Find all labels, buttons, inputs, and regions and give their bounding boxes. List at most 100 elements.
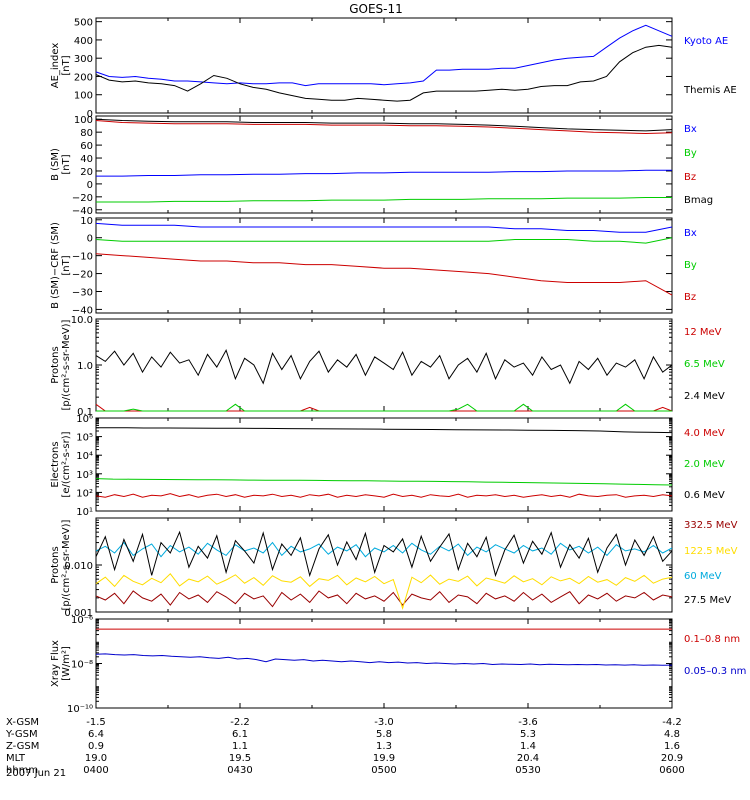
y-tick-label: 0 [87, 109, 93, 120]
legend-label: Kyoto AE [684, 36, 728, 47]
series-line-protons_low-2 [95, 348, 673, 385]
series-line-electrons-2 [96, 427, 673, 434]
panel-ae: 0 100 200 300 400 500 AE_index [nT] Kyoto AE Them… [50, 17, 737, 120]
panel-frame [95, 318, 673, 412]
legend-label: 4.0 MeV [684, 428, 725, 439]
series-line-bdiff-2 [95, 253, 673, 296]
y-tick-label: 10⁵ [76, 433, 93, 444]
legend-label: 2.4 MeV [684, 391, 725, 402]
y-axis-title: AE_index [50, 43, 61, 89]
x-tick-value: 20.4 [517, 753, 539, 764]
legend-label: Bz [684, 292, 696, 303]
y-tick-label: 1.0 [77, 361, 93, 372]
series-line-electrons-0 [95, 493, 673, 498]
legend-label: Bmag [684, 195, 713, 206]
y-axis-title: B (SM) [50, 148, 61, 181]
y-tick-label: 300 [74, 54, 93, 65]
y-tick-label: 0.001 [64, 608, 93, 619]
x-tick-value: -2.2 [230, 717, 250, 728]
legend-label: Bx [684, 228, 697, 239]
date-label: 2007 Jun 21 [6, 768, 66, 779]
series-line-protons_high-2 [95, 541, 673, 558]
y-tick-label: −20 [72, 270, 93, 281]
y-tick-label: 100 [74, 115, 93, 126]
legend-label: 0.1–0.8 nm [684, 634, 740, 645]
x-tick-value: 5.8 [376, 729, 392, 740]
series-line-bsm-2 [95, 120, 673, 135]
panel-electrons: 10¹ 10² 10³ 10⁴ 10⁵ 10⁶ Electrons [e/(cm²-s-sr)… [50, 414, 725, 518]
y-tick-label: 0.010 [64, 561, 93, 572]
x-tick-value: 0500 [371, 765, 396, 776]
x-tick-value: 6.1 [232, 729, 248, 740]
y-axis-title: Xray Flux [50, 640, 61, 687]
x-tick-value: 19.0 [85, 753, 107, 764]
series-line-protons_low-1 [96, 403, 672, 412]
panel-bsm: −40 −20 0 20 40 60 80 100 B (SM) [nT] Bx By Bz Bmag [50, 115, 713, 217]
x-tick-value: 1.3 [376, 741, 392, 752]
panel-frame [95, 217, 673, 314]
y-tick-label: 10¹ [76, 507, 93, 518]
legend-label: 12 MeV [684, 327, 722, 338]
y-axis-title: B (SM)−CRF (SM) [50, 222, 61, 309]
y-axis-title: [W/m²] [61, 646, 72, 681]
y-axis-title: Electrons [50, 441, 61, 487]
series-line-ae-0 [95, 24, 673, 87]
y-axis-title: [p/(cm²-s-sr-MeV)] [61, 519, 72, 610]
x-tick-value: 19.9 [373, 753, 395, 764]
y-tick-label: 10⁻⁶ [71, 615, 93, 626]
legend-label: 122.5 MeV [684, 546, 738, 557]
legend-label: 6.5 MeV [684, 359, 725, 370]
y-tick-label: −40 [72, 305, 93, 316]
panel-frame [95, 618, 673, 709]
series-line-bdiff-0 [95, 222, 673, 233]
panel-frame [95, 17, 673, 114]
x-tick-value: 4.8 [664, 729, 680, 740]
y-tick-label: 100 [74, 91, 93, 102]
series-line-bsm-1 [96, 197, 672, 203]
x-tick-value: 0530 [515, 765, 540, 776]
legend-label: Bz [684, 172, 696, 183]
y-tick-label: 20 [80, 167, 93, 178]
x-tick-value: -3.6 [518, 717, 538, 728]
y-tick-label: 10³ [76, 470, 93, 481]
series-line-bsm-3 [95, 118, 673, 132]
y-axis-title: Protons [50, 346, 61, 383]
series-line-bdiff-1 [95, 237, 673, 244]
y-tick-label: 0.1 [77, 407, 93, 418]
y-tick-label: −10 [72, 252, 93, 263]
y-tick-label: 200 [74, 72, 93, 83]
y-tick-label: −30 [72, 287, 93, 298]
legend-label: 332.5 MeV [684, 520, 738, 531]
x-tick-value: 0430 [227, 765, 252, 776]
legend-label: Bx [684, 124, 697, 135]
legend-label: Themis AE [683, 85, 737, 96]
panel-xray: 10⁻¹⁰ 10⁻⁸ 10⁻⁶ Xray Flux [W/m²] 0.1–0.8 nm 0.… [50, 615, 746, 715]
series-line-bsm-0 [96, 169, 672, 177]
x-tick-value: -1.5 [86, 717, 106, 728]
y-axis-title: [nT] [61, 55, 72, 75]
y-tick-label: 80 [80, 128, 93, 139]
y-tick-label: 400 [74, 36, 93, 47]
x-row-label: hhmm [6, 765, 38, 776]
legend-label: 0.6 MeV [684, 490, 725, 501]
y-tick-label: −20 [72, 193, 93, 204]
y-tick-label: 10⁶ [76, 414, 93, 425]
x-tick-value: 6.4 [88, 729, 104, 740]
legend-label: 2.0 MeV [684, 459, 725, 470]
y-tick-label: 0 [87, 180, 93, 191]
x-row-label: X-GSM [6, 717, 39, 728]
y-tick-label: 40 [80, 154, 93, 165]
x-tick-value: 0.9 [88, 741, 104, 752]
plot-title: GOES-11 [349, 2, 403, 16]
x-row-label: MLT [6, 753, 26, 764]
x-tick-value: 1.1 [232, 741, 248, 752]
y-tick-label: 0 [87, 234, 93, 245]
x-tick-value: 1.6 [664, 741, 680, 752]
y-axis-title: Protons [50, 546, 61, 583]
series-line-electrons-1 [95, 478, 673, 486]
